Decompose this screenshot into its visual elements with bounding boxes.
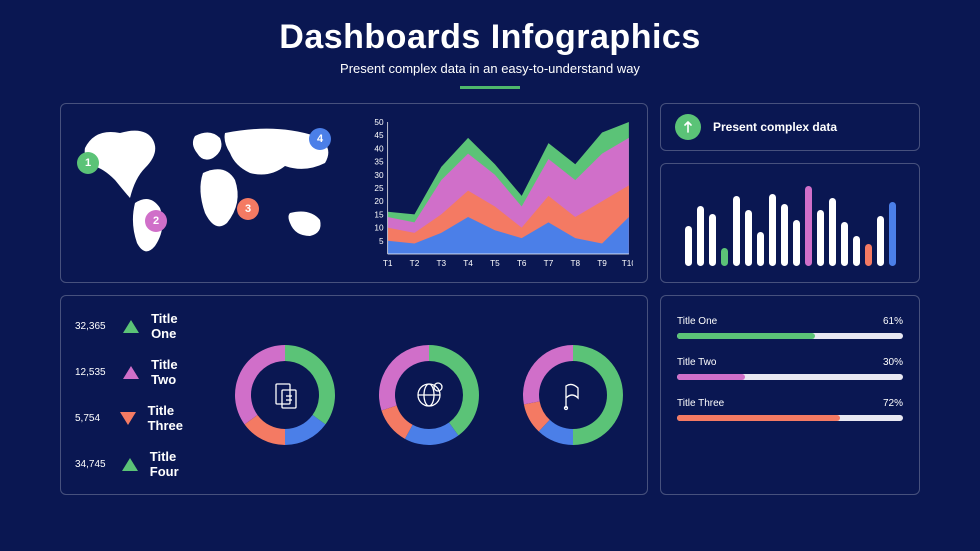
legend-row: 32,365 Title One <box>75 311 201 341</box>
progress-row: Title One 61% <box>677 316 903 339</box>
progress-label: Title Two <box>677 357 716 368</box>
legend-row: 12,535 Title Two <box>75 357 201 387</box>
callout-label: Present complex data <box>713 120 837 134</box>
mini-bar <box>709 214 716 266</box>
panel-map-area: 1 2 3 4 5 10 15 20 25 30 35 40 45 50 T1 T2 T3 T4 T5 T6 T7 T8… <box>60 103 648 283</box>
triangle-icon <box>120 412 136 425</box>
progress-label: Title One <box>677 316 717 327</box>
svg-text:T4: T4 <box>463 259 473 268</box>
mini-bar <box>805 186 812 266</box>
svg-text:25: 25 <box>374 184 384 193</box>
svg-text:5: 5 <box>379 237 384 246</box>
top-right-column: Present complex data <box>660 103 920 283</box>
legend-label: Title Four <box>150 449 201 479</box>
progress-fill <box>677 415 840 421</box>
mini-bar <box>733 196 740 266</box>
map-pin: 1 <box>77 152 99 174</box>
svg-text:T9: T9 <box>597 259 607 268</box>
map-pin: 4 <box>309 128 331 150</box>
progress-row: Title Three 72% <box>677 398 903 421</box>
svg-text:T1: T1 <box>383 259 393 268</box>
legend-value: 12,535 <box>75 367 111 378</box>
world-map-svg <box>75 118 345 268</box>
mini-bar <box>781 204 788 266</box>
donut-chart <box>225 335 345 455</box>
svg-text:15: 15 <box>374 211 384 220</box>
mini-bar <box>685 226 692 266</box>
progress-track <box>677 333 903 339</box>
flag-icon <box>513 335 633 455</box>
title-underline <box>460 86 520 89</box>
mini-bar <box>817 210 824 266</box>
svg-text:T3: T3 <box>436 259 446 268</box>
svg-text:45: 45 <box>374 131 384 140</box>
progress-row: Title Two 30% <box>677 357 903 380</box>
document-icon <box>225 335 345 455</box>
progress-track <box>677 374 903 380</box>
globe-icon <box>369 335 489 455</box>
mini-bar <box>865 244 872 266</box>
area-chart: 5 10 15 20 25 30 35 40 45 50 T1 T2 T3 T4 T5 T6 T7 T8 T9 T10 <box>365 118 633 268</box>
progress-fill <box>677 333 815 339</box>
svg-text:30: 30 <box>374 171 384 180</box>
donut-row <box>225 335 633 455</box>
mini-bar <box>841 222 848 266</box>
legend-label: Title Three <box>148 403 201 433</box>
mini-bar <box>769 194 776 266</box>
mini-bar <box>757 232 764 266</box>
donut-chart <box>369 335 489 455</box>
dashboard-grid: 1 2 3 4 5 10 15 20 25 30 35 40 45 50 T1 T2 T3 T4 T5 T6 T7 T8… <box>60 103 920 495</box>
svg-text:35: 35 <box>374 158 384 167</box>
legend-row: 34,745 Title Four <box>75 449 201 479</box>
progress-fill <box>677 374 745 380</box>
triangle-icon <box>123 366 139 379</box>
svg-text:50: 50 <box>374 118 384 127</box>
legend-label: Title One <box>151 311 201 341</box>
progress-pct: 61% <box>883 316 903 327</box>
world-map: 1 2 3 4 <box>75 118 345 268</box>
map-pin: 2 <box>145 210 167 232</box>
mini-bar <box>721 248 728 266</box>
legend-value: 32,365 <box>75 321 111 332</box>
svg-text:T10: T10 <box>622 259 633 268</box>
page-title: Dashboards Infographics <box>60 18 920 57</box>
legend: 32,365 Title One 12,535 Title Two 5,754 Ti… <box>75 311 201 479</box>
header: Dashboards Infographics Present complex … <box>60 18 920 89</box>
progress-pct: 72% <box>883 398 903 409</box>
mini-bar <box>793 220 800 266</box>
mini-bar <box>877 216 884 266</box>
progress-track <box>677 415 903 421</box>
svg-text:10: 10 <box>374 224 384 233</box>
svg-text:20: 20 <box>374 197 384 206</box>
progress-label: Title Three <box>677 398 724 409</box>
svg-text:T8: T8 <box>570 259 580 268</box>
legend-row: 5,754 Title Three <box>75 403 201 433</box>
mini-bar <box>829 198 836 266</box>
mini-bar <box>889 202 896 266</box>
mini-bar-chart <box>660 163 920 283</box>
svg-text:40: 40 <box>374 145 384 154</box>
svg-text:T5: T5 <box>490 259 500 268</box>
panel-progress: Title One 61% Title Two 30% Title Three 72% <box>660 295 920 495</box>
progress-pct: 30% <box>883 357 903 368</box>
triangle-icon <box>123 320 139 333</box>
legend-value: 5,754 <box>75 413 108 424</box>
arrow-up-icon <box>675 114 701 140</box>
mini-bar <box>697 206 704 266</box>
page-subtitle: Present complex data in an easy-to-under… <box>60 61 920 76</box>
legend-value: 34,745 <box>75 459 110 470</box>
mini-bar <box>745 210 752 266</box>
map-pin: 3 <box>237 198 259 220</box>
donut-chart <box>513 335 633 455</box>
svg-text:T6: T6 <box>517 259 527 268</box>
triangle-icon <box>122 458 138 471</box>
svg-text:T2: T2 <box>410 259 420 268</box>
mini-bar <box>853 236 860 266</box>
callout-panel: Present complex data <box>660 103 920 151</box>
svg-text:T7: T7 <box>544 259 554 268</box>
panel-legend-donuts: 32,365 Title One 12,535 Title Two 5,754 Ti… <box>60 295 648 495</box>
legend-label: Title Two <box>151 357 201 387</box>
